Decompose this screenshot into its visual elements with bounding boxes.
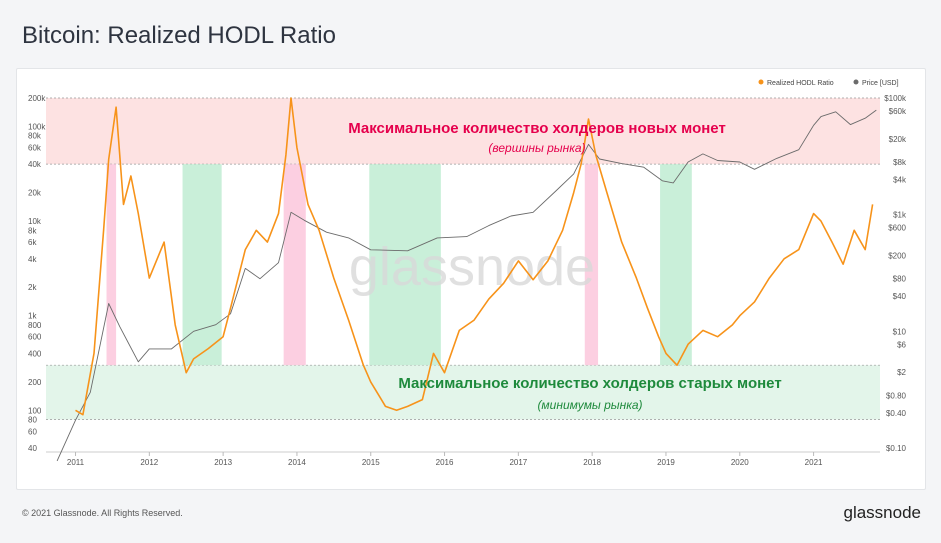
right-tick-label: $60k [889, 107, 907, 116]
left-tick-label: 4k [28, 255, 37, 264]
bottom-zone-1 [369, 164, 441, 366]
x-tick-label: 2017 [509, 458, 527, 467]
left-tick-label: 6k [28, 238, 37, 247]
bottom-zone-0 [182, 164, 222, 366]
x-tick-label: 2020 [731, 458, 749, 467]
right-tick-label: $1k [893, 211, 907, 220]
top-band [46, 98, 880, 165]
x-tick-label: 2015 [362, 458, 380, 467]
left-tick-label: 400 [28, 349, 42, 358]
left-tick-label: 100 [28, 406, 42, 415]
right-tick-label: $0.40 [886, 409, 907, 418]
left-tick-label: 100k [28, 122, 46, 131]
legend-price-label: Price [USD] [862, 80, 899, 87]
left-tick-label: 1k [28, 312, 37, 321]
left-tick-label: 200k [28, 94, 46, 103]
page-title: Bitcoin: Realized HODL Ratio [22, 22, 336, 49]
bottom-annotation-title: Максимальное количество холдеров старых … [398, 375, 781, 392]
left-tick-label: 600 [28, 333, 42, 342]
right-tick-label: $8k [893, 158, 907, 167]
right-tick-label: $0.10 [886, 444, 907, 453]
left-tick-label: 200 [28, 378, 42, 387]
legend-hodl-label: Realized HODL Ratio [767, 80, 834, 87]
left-tick-label: 20k [28, 189, 42, 198]
left-tick-label: 60 [28, 427, 37, 436]
bottom-annotation-sub: (минимумы рынка) [537, 398, 642, 412]
right-tick-label: $20k [889, 135, 907, 144]
left-tick-label: 40k [28, 160, 42, 169]
copyright: © 2021 Glassnode. All Rights Reserved. [22, 508, 183, 518]
right-tick-label: $6 [897, 340, 906, 349]
legend: Realized HODL Ratio Price [USD] [758, 79, 899, 87]
right-tick-label: $2 [897, 368, 906, 377]
footer-brand-logo: glassnode [843, 503, 921, 522]
right-tick-label: $200 [888, 251, 906, 260]
x-tick-label: 2016 [436, 458, 454, 467]
bottom-zone-2 [660, 164, 692, 366]
left-tick-label: 800 [28, 321, 42, 330]
right-tick-label: $100k [884, 94, 907, 103]
left-tick-label: 60k [28, 143, 42, 152]
left-tick-label: 10k [28, 217, 42, 226]
x-tick-label: 2019 [657, 458, 675, 467]
legend-price-swatch [853, 79, 859, 85]
left-tick-label: 80k [28, 132, 42, 141]
x-tick-label: 2014 [288, 458, 306, 467]
top-zone-2 [584, 164, 599, 366]
bottom-band [46, 365, 880, 420]
left-tick-label: 40 [28, 444, 37, 453]
legend-hodl-swatch [758, 79, 764, 85]
top-zone-1 [283, 164, 306, 366]
top-annotation-title: Максимальное количество холдеров новых м… [348, 120, 726, 137]
left-tick-label: 8k [28, 226, 37, 235]
x-tick-label: 2018 [583, 458, 601, 467]
left-tick-label: 2k [28, 283, 37, 292]
right-tick-label: $4k [893, 176, 907, 185]
right-tick-label: $80 [893, 275, 907, 284]
top-annotation-sub: (вершины рынка) [488, 141, 585, 155]
watermark: glassnode [349, 237, 595, 297]
hodl-ratio-line [75, 97, 874, 416]
right-tick-label: $0.80 [886, 391, 907, 400]
left-tick-label: 80 [28, 416, 37, 425]
top-zone-0 [106, 164, 117, 366]
x-tick-label: 2012 [140, 458, 158, 467]
x-tick-label: 2013 [214, 458, 232, 467]
right-tick-label: $40 [893, 292, 907, 301]
right-tick-label: $10 [893, 327, 907, 336]
right-tick-label: $600 [888, 224, 906, 233]
price-line [56, 109, 877, 462]
x-tick-label: 2011 [67, 458, 85, 467]
x-tick-label: 2021 [805, 458, 823, 467]
